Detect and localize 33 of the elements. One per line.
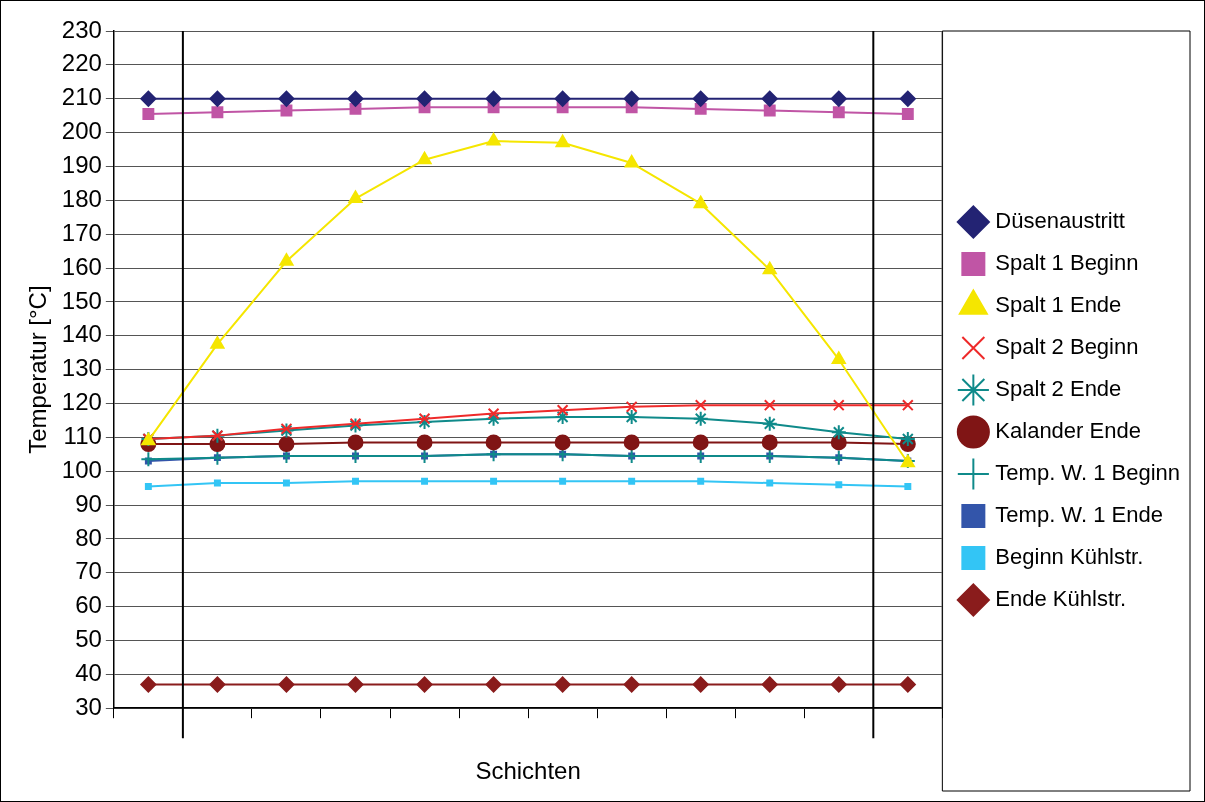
y-tick-label: 70: [75, 557, 102, 585]
legend-label: Spalt 2 Beginn: [995, 334, 1139, 360]
y-tick-label: 230: [61, 15, 102, 43]
legend-label: Spalt 2 Ende: [995, 376, 1122, 402]
y-tick-label: 120: [61, 388, 102, 416]
y-tick-label: 40: [75, 658, 102, 686]
y-tick-label: 200: [61, 117, 102, 145]
y-tick-label: 130: [61, 354, 102, 382]
y-tick-label: 50: [75, 625, 102, 653]
legend-label: Spalt 1 Ende: [995, 292, 1122, 318]
y-tick-label: 60: [75, 591, 102, 619]
y-axis-title: Temperatur [°C]: [24, 285, 52, 454]
y-tick-label: 30: [75, 692, 102, 720]
legend-label: Spalt 1 Beginn: [995, 250, 1139, 276]
y-tick-label: 90: [75, 489, 102, 517]
y-tick-label: 140: [61, 320, 102, 348]
y-tick-label: 100: [61, 455, 102, 483]
legend-label: Temp. W. 1 Ende: [995, 502, 1163, 528]
legend-label: Temp. W. 1 Beginn: [995, 460, 1181, 486]
y-tick-label: 170: [61, 218, 102, 246]
x-axis-title: Schichten: [475, 757, 581, 785]
y-tick-label: 110: [63, 421, 102, 449]
y-tick-label: 180: [61, 184, 102, 212]
y-tick-label: 160: [61, 252, 102, 280]
y-tick-label: 190: [61, 151, 102, 179]
y-tick-label: 210: [61, 83, 102, 111]
legend-label: Beginn Kühlstr.: [995, 544, 1144, 570]
y-tick-label: 150: [61, 286, 102, 314]
y-tick-label: 80: [75, 523, 102, 551]
legend-label: Kalander Ende: [995, 418, 1141, 444]
legend-label: Düsenaustritt: [995, 208, 1125, 234]
y-tick-label: 220: [61, 49, 102, 77]
legend-label: Ende Kühlstr.: [995, 586, 1127, 612]
